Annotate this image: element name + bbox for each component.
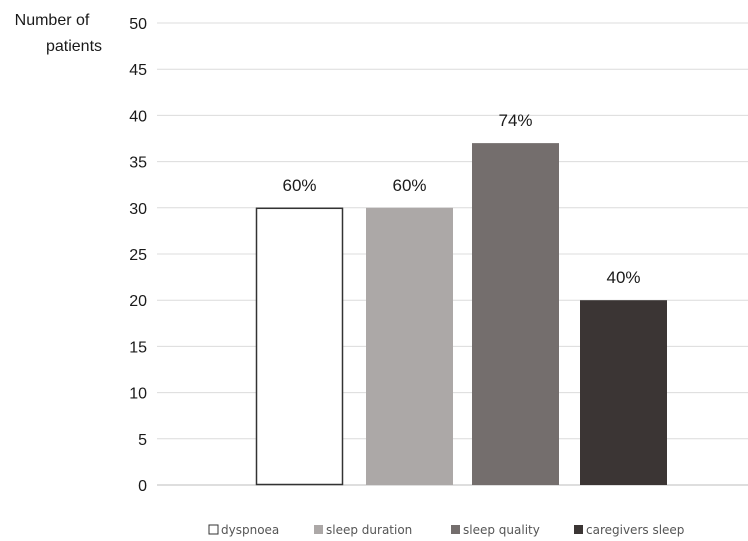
data-label: 60% — [392, 176, 426, 195]
bars — [255, 143, 667, 486]
legend-swatch — [314, 525, 323, 534]
y-tick-label: 25 — [129, 247, 147, 264]
legend-swatch — [574, 525, 583, 534]
y-axis-label-line-1: Number of — [15, 12, 90, 29]
y-tick-label: 10 — [129, 386, 147, 403]
y-tick-label: 15 — [129, 339, 147, 356]
legend-item: sleep quality — [451, 523, 540, 537]
bar-caregivers-sleep — [580, 300, 667, 485]
y-axis-label-line-2: patients — [46, 38, 102, 55]
legend: dyspnoea sleep duration sleep quality careg… — [208, 523, 684, 537]
y-tick-label: 50 — [129, 16, 147, 33]
legend-item: caregivers sleep — [574, 523, 684, 537]
data-label: 40% — [606, 268, 640, 287]
y-tick-label: 45 — [129, 62, 147, 79]
y-tick-label: 0 — [138, 478, 147, 495]
legend-label: sleep duration — [326, 523, 412, 537]
y-tick-label: 35 — [129, 155, 147, 172]
y-tick-label: 5 — [138, 432, 147, 449]
y-axis-ticks: 0 5 10 15 20 25 30 35 40 45 50 — [129, 16, 147, 495]
data-labels: 60% 60% 74% 40% — [282, 111, 640, 287]
legend-label: caregivers sleep — [586, 523, 684, 537]
data-label: 60% — [282, 176, 316, 195]
bar-dyspnoea — [255, 207, 344, 486]
data-label: 74% — [498, 111, 532, 130]
legend-label: sleep quality — [463, 523, 540, 537]
legend-swatch — [208, 524, 219, 535]
legend-label: dyspnoea — [221, 523, 279, 537]
y-tick-label: 20 — [129, 293, 147, 310]
bar-sleep-duration — [366, 207, 453, 486]
y-tick-label: 30 — [129, 201, 147, 218]
y-tick-label: 40 — [129, 108, 147, 125]
bar-sleep-quality — [472, 143, 559, 485]
legend-swatch — [451, 525, 460, 534]
legend-item: dyspnoea — [208, 523, 279, 537]
legend-item: sleep duration — [314, 523, 412, 537]
